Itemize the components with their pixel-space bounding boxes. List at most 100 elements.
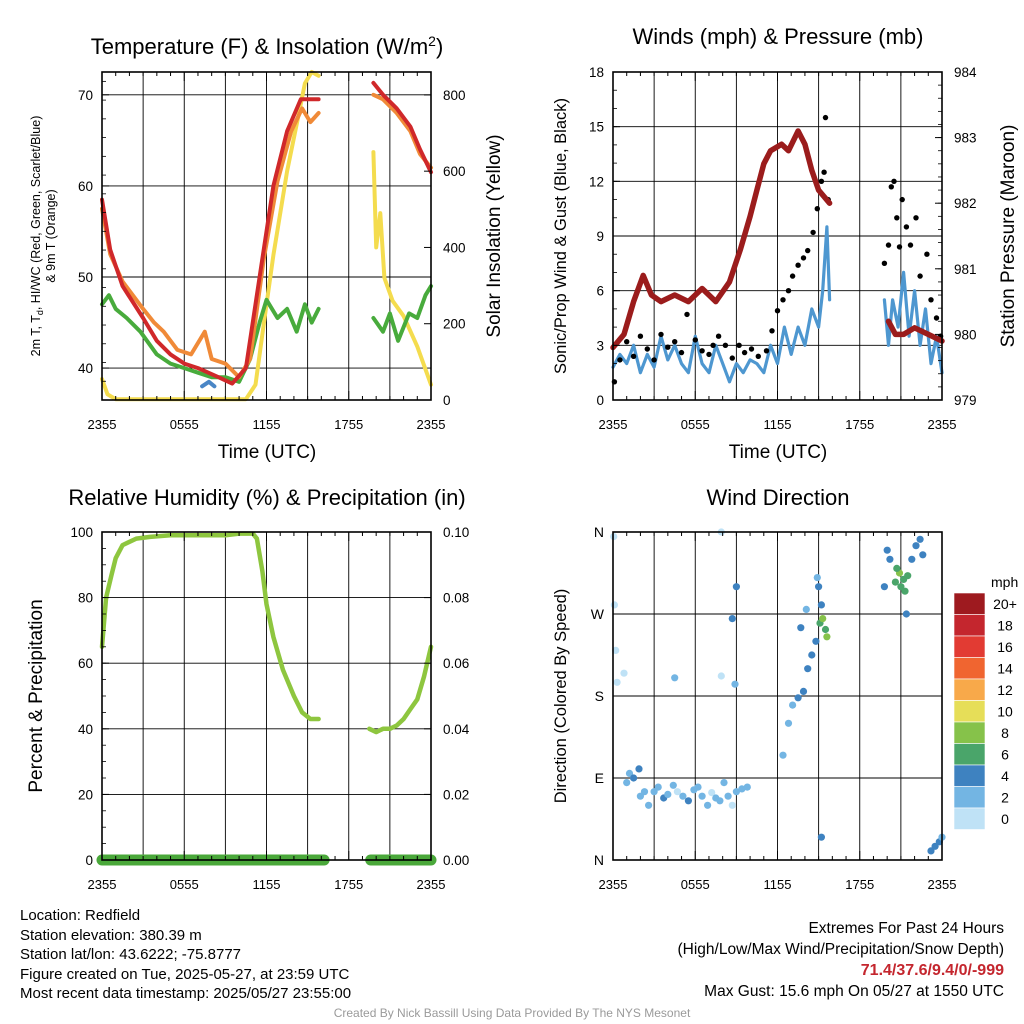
y-tick-label: 50 (78, 270, 93, 285)
wind-gust-point (917, 273, 923, 279)
wind-direction-point (916, 535, 924, 543)
relative-humidity-series-line (367, 644, 434, 735)
wind-direction-point (708, 789, 716, 797)
wind-direction-point (698, 792, 706, 800)
y2-tick-label: 984 (954, 65, 977, 80)
y-tick-label: 40 (78, 361, 93, 376)
x-tick-label: 2355 (599, 877, 628, 892)
station-pressure-series-line (610, 128, 833, 351)
wind-gust-point (684, 311, 690, 318)
wind-direction-point (883, 546, 891, 554)
wind-direction-point (684, 797, 693, 805)
wind-gust-point (722, 342, 729, 348)
speed-legend-swatch (953, 700, 986, 723)
wind-gust-point (672, 339, 678, 345)
x-tick-label: 0555 (170, 417, 199, 432)
speed-legend-swatch (953, 743, 986, 766)
speed-legend-label: 8 (1001, 725, 1009, 741)
wind-gust-point (658, 331, 664, 338)
wind-direction-point (625, 769, 634, 778)
wind-direction-point (789, 701, 797, 709)
wind-direction-point (716, 797, 724, 805)
wind-gust-point (715, 333, 722, 339)
x-tick-label: 0555 (170, 877, 199, 892)
wind-direction-point (635, 765, 643, 773)
wind-direction-point (694, 783, 702, 791)
wind-direction-point (728, 801, 736, 809)
winds-x-axis-label: Time (UTC) (729, 442, 828, 463)
wind-gust-point (899, 196, 905, 203)
wind-direction-point (720, 779, 728, 787)
wind-direction-point (804, 665, 812, 673)
wind-gust-point (907, 242, 914, 248)
x-tick-label: 0555 (681, 877, 710, 892)
wind-direction-point (650, 788, 658, 796)
wind-direction-point (815, 583, 823, 591)
wind-direction-point (880, 583, 889, 591)
wind-gust-point (706, 351, 712, 358)
wind-direction-point (779, 751, 787, 759)
speed-legend-label: 4 (1001, 768, 1009, 784)
y2-tick-label: 980 (954, 327, 977, 342)
wind-gust-point (729, 355, 735, 361)
dewpoint-series-line (371, 284, 433, 343)
dewpoint-series-line (100, 293, 321, 384)
temperature-panel-title: Temperature (F) & Insolation (W/m2) (91, 33, 444, 59)
temperature-2m-series-line (371, 80, 433, 175)
wind-gust-point (933, 315, 940, 321)
wind-direction-point (902, 610, 911, 618)
wind-direction-point (812, 637, 820, 645)
wind-direction-point (728, 615, 736, 623)
wind-direction-point (927, 847, 935, 855)
wind-direction-point (821, 625, 830, 634)
extremes-values: 71.4/37.6/9.4/0/-999 (860, 962, 1004, 979)
wind-gust-point (617, 357, 623, 363)
x-tick-label: 2355 (928, 417, 957, 432)
wind-direction-point (808, 651, 816, 659)
y-tick-label: 3 (596, 338, 604, 353)
extremes-summary: Extremes For Past 24 Hours (High/Low/Max… (678, 918, 1005, 1002)
wind-direction-point (799, 687, 808, 696)
temperature-y-axis-label-line2: & 9m T (Orange) (44, 189, 58, 282)
speed-legend-swatch (953, 635, 986, 658)
speed-legend-label: 16 (997, 639, 1013, 655)
wind-gust-point (665, 344, 671, 350)
solar-insolation-series-line (371, 150, 433, 387)
wind-gust-point (699, 348, 705, 354)
wind-gust-point (736, 342, 742, 348)
x-tick-label: 1755 (845, 877, 874, 892)
y2-tick-label: 0.10 (443, 525, 469, 540)
wind-direction-point (919, 551, 927, 559)
humidity-y-axis-label: Percent & Precipitation (26, 599, 47, 792)
x-tick-label: 1755 (334, 417, 363, 432)
wind-gust-point (814, 206, 820, 212)
wind-direction-point (669, 781, 677, 789)
wind-direction-point (886, 555, 894, 563)
y2-tick-label: 0.00 (443, 853, 469, 868)
wind-gust-point (651, 357, 657, 363)
wind-direction-point (893, 564, 901, 573)
wind-gust-point (822, 114, 829, 121)
sonic-prop-wind-series-line (611, 225, 832, 384)
wind-direction-point (794, 694, 802, 702)
y2-tick-label: 400 (443, 240, 466, 255)
x-tick-label: 2355 (88, 877, 117, 892)
y2-tick-label: 982 (954, 196, 977, 211)
y-tick-label: 60 (78, 656, 93, 671)
y-tick-label: 6 (596, 284, 604, 299)
station-latlon: Station lat/lon: 43.6222; -75.8777 (20, 946, 242, 963)
speed-legend-swatch (953, 764, 986, 787)
wind-gust-point (624, 339, 630, 345)
speed-legend-title: mph (991, 574, 1018, 590)
y2-tick-label: 0.02 (443, 787, 469, 802)
y-tick-label: 80 (78, 591, 93, 606)
wind-gust-point (881, 260, 888, 266)
wind-gust-point (763, 348, 770, 354)
wind-direction-point (823, 633, 831, 641)
wind-direction-point (724, 792, 732, 800)
speed-legend-label: 6 (1001, 747, 1009, 763)
temperature-2m-series-line (100, 97, 321, 386)
y2-tick-label: 800 (443, 88, 466, 103)
y2-tick-label: 0.08 (443, 591, 469, 606)
